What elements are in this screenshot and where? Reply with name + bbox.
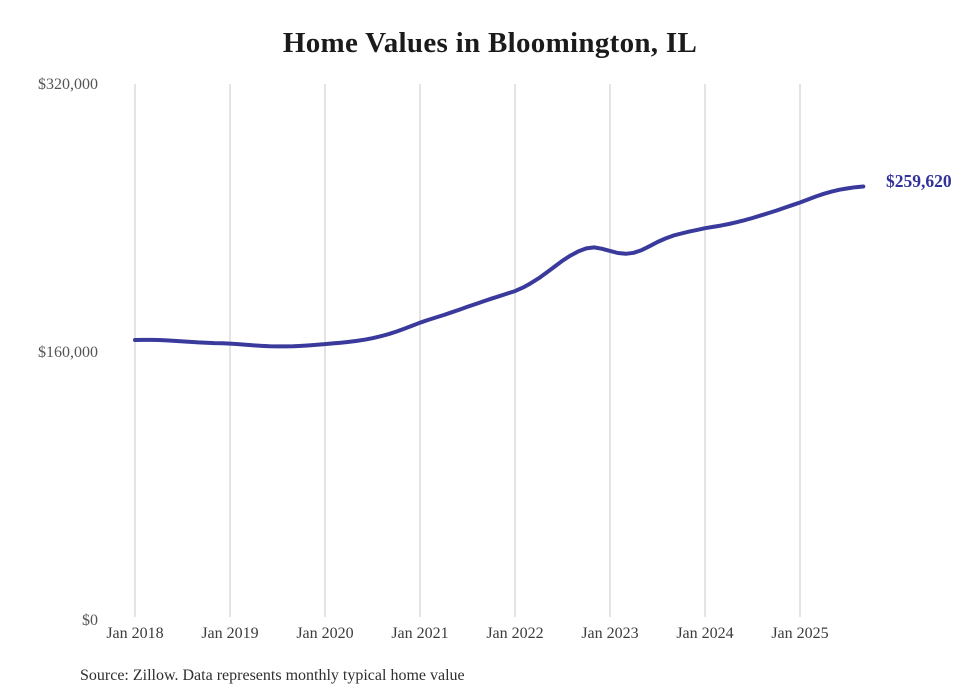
x-axis-label-jan-2018: Jan 2018 xyxy=(106,625,164,642)
x-axis-label-jan-2019: Jan 2019 xyxy=(201,625,259,642)
x-axis-label-jan-2025: Jan 2025 xyxy=(771,625,829,642)
x-axis-label-jan-2024: Jan 2024 xyxy=(676,625,734,642)
chart-title: Home Values in Bloomington, IL xyxy=(282,27,698,59)
y-axis-label-320000: $320,000 xyxy=(38,76,98,93)
home-value-line xyxy=(133,184,866,349)
y-axis-label-160000: $160,000 xyxy=(38,344,98,361)
latest-value-label: $259,620 xyxy=(886,171,952,191)
x-axis-label-jan-2023: Jan 2023 xyxy=(581,625,639,642)
year-gridlines xyxy=(134,84,801,617)
y-axis-label-0: $0 xyxy=(82,612,98,629)
source-note: Source: Zillow. Data represents monthly … xyxy=(80,667,465,684)
x-axis-label-jan-2022: Jan 2022 xyxy=(486,625,544,642)
x-axis-label-jan-2021: Jan 2021 xyxy=(391,625,449,642)
x-axis-label-jan-2020: Jan 2020 xyxy=(296,625,354,642)
